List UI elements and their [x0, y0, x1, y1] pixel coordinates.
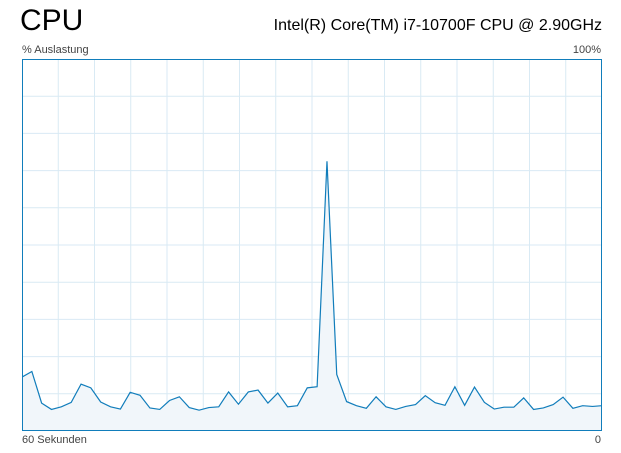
cpu-usage-graph [22, 59, 602, 431]
graph-border [22, 59, 602, 431]
y-axis-max-label: 100% [572, 44, 601, 56]
cpu-usage-line [22, 161, 602, 411]
cpu-usage-area [22, 161, 602, 431]
page-title: CPU [20, 4, 84, 37]
x-axis-end-label: 0 [594, 434, 601, 446]
graph-grid [22, 59, 602, 431]
cpu-model-name: Intel(R) Core(TM) i7-10700F CPU @ 2.90GH… [273, 17, 602, 34]
x-axis-label: 60 Sekunden [22, 434, 87, 446]
y-axis-label: % Auslastung [22, 44, 89, 56]
